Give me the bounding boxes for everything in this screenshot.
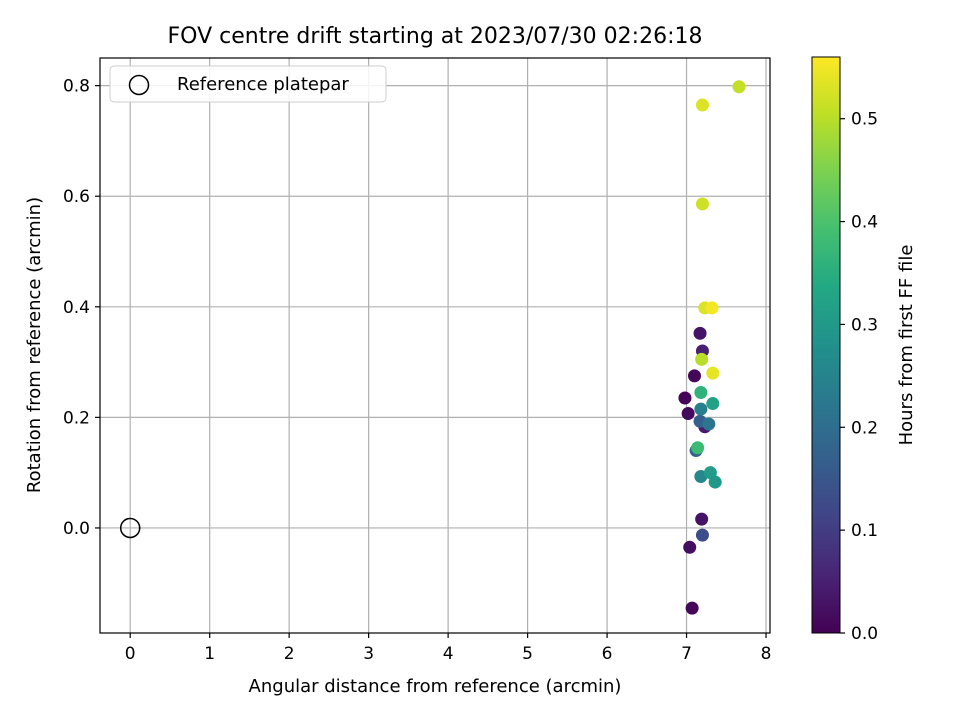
y-tick-label: 0.2 xyxy=(63,408,90,428)
x-tick-label: 8 xyxy=(761,644,772,664)
data-point xyxy=(681,407,695,421)
legend-marker-circle xyxy=(128,74,150,96)
colorbar-tick-label: 0.0 xyxy=(851,624,878,644)
y-tick-label: 0.4 xyxy=(63,298,90,318)
y-axis-ticks: 0.0 0.2 0.4 0.6 0.8 xyxy=(63,77,100,539)
data-point xyxy=(687,369,701,383)
colorbar-label: Hours from first FF file xyxy=(896,245,917,446)
plot-frame xyxy=(99,57,771,634)
x-tick-label: 3 xyxy=(363,644,374,664)
x-tick-label: 6 xyxy=(602,644,613,664)
chart-title: FOV centre drift starting at 2023/07/30 … xyxy=(168,24,703,49)
x-tick-label: 2 xyxy=(284,644,295,664)
x-axis-ticks: 0 1 2 3 4 5 6 7 8 xyxy=(125,633,772,664)
legend-label: Reference platepar xyxy=(177,74,349,95)
data-point xyxy=(705,301,719,315)
data-point xyxy=(732,80,746,94)
x-axis-label: Angular distance from reference (arcmin) xyxy=(249,676,622,697)
data-point xyxy=(695,197,709,211)
data-point xyxy=(694,402,708,416)
data-point xyxy=(706,397,720,411)
colorbar-tick-label: 0.2 xyxy=(851,418,878,438)
data-point xyxy=(685,601,699,615)
colorbar: 0.0 0.1 0.2 0.3 0.4 0.5 Hours from first FF f… xyxy=(811,56,917,644)
x-tick-label: 0 xyxy=(125,644,136,664)
y-tick-label: 0.0 xyxy=(63,519,90,539)
x-tick-label: 4 xyxy=(443,644,454,664)
grid-lines xyxy=(100,58,770,633)
data-point xyxy=(702,417,716,431)
data-points xyxy=(119,80,746,615)
data-point xyxy=(695,98,709,112)
data-point xyxy=(695,352,709,366)
data-point xyxy=(693,326,707,340)
x-tick-label: 7 xyxy=(681,644,692,664)
colorbar-tick-label: 0.3 xyxy=(851,315,878,335)
data-point xyxy=(694,385,708,399)
colorbar-tick-label: 0.5 xyxy=(851,110,878,130)
y-axis-label: Rotation from reference (arcmin) xyxy=(24,197,45,493)
data-point xyxy=(706,366,720,380)
reference-point xyxy=(119,517,141,539)
colorbar-gradient xyxy=(811,56,841,634)
data-point xyxy=(708,475,722,489)
legend-box xyxy=(109,65,387,103)
y-tick-label: 0.8 xyxy=(63,77,90,97)
data-point xyxy=(695,528,709,542)
x-tick-label: 5 xyxy=(522,644,533,664)
data-point xyxy=(695,512,709,526)
colorbar-ticks: 0.0 0.1 0.2 0.3 0.4 0.5 xyxy=(840,110,878,644)
data-point xyxy=(683,540,697,554)
colorbar-tick-label: 0.4 xyxy=(851,213,878,233)
x-tick-label: 1 xyxy=(204,644,215,664)
data-point xyxy=(678,391,692,405)
plot-area xyxy=(100,58,770,633)
colorbar-tick-label: 0.1 xyxy=(851,521,878,541)
y-tick-label: 0.6 xyxy=(63,187,90,207)
legend: Reference platepar xyxy=(109,65,387,103)
data-point xyxy=(691,441,705,455)
